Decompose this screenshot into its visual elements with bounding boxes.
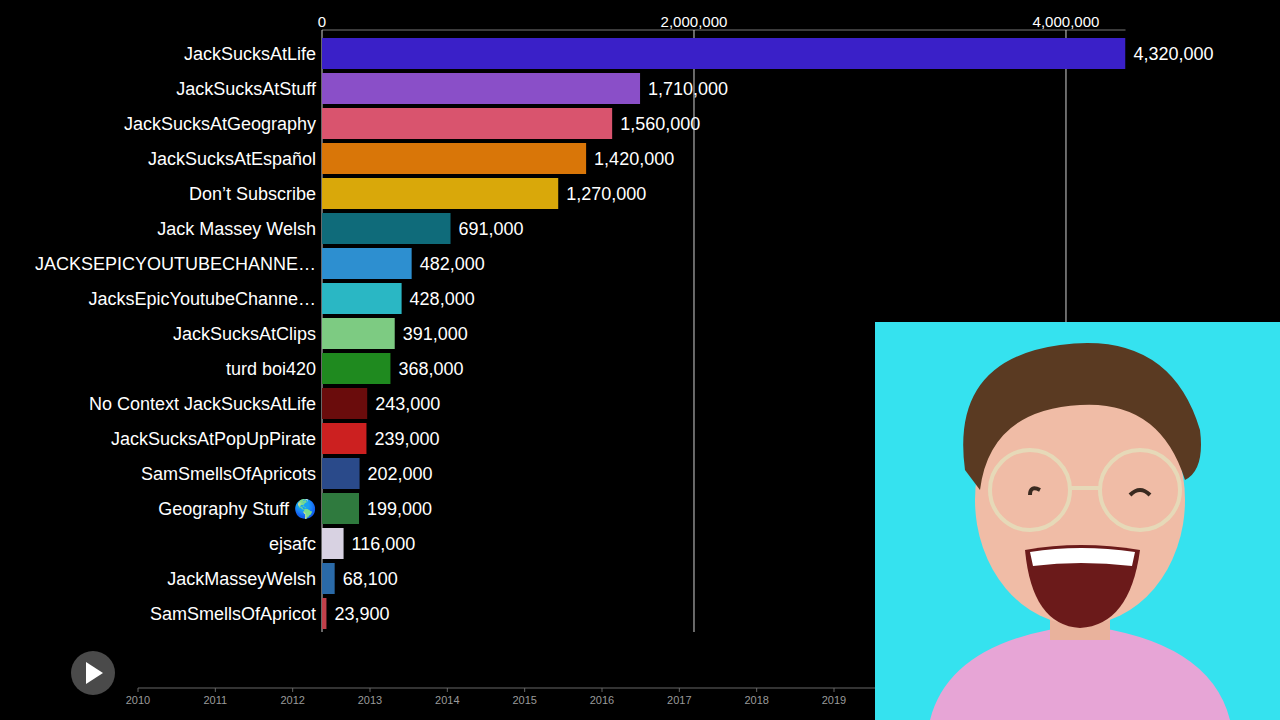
- timeline-label: 2015: [512, 694, 536, 706]
- data-label: 691,000: [459, 219, 524, 239]
- data-label: 428,000: [410, 289, 475, 309]
- data-label: 391,000: [403, 324, 468, 344]
- category-label: JackSucksAtLife: [184, 44, 316, 64]
- data-label: 239,000: [374, 429, 439, 449]
- bar: [322, 143, 586, 174]
- data-label: 202,000: [368, 464, 433, 484]
- background: [0, 0, 1280, 720]
- bar: [322, 38, 1126, 69]
- bar: [322, 353, 390, 384]
- data-label: 4,320,000: [1134, 44, 1214, 64]
- category-label: No Context JackSucksAtLife: [89, 394, 316, 414]
- timeline-label: 2019: [822, 694, 846, 706]
- category-label: JackMasseyWelsh: [167, 569, 316, 589]
- timeline-tick: [524, 688, 525, 692]
- bar: [322, 318, 395, 349]
- photo: [875, 322, 1280, 720]
- bar: [322, 598, 326, 629]
- eye-left: [1030, 488, 1040, 495]
- bar: [322, 213, 451, 244]
- bar: [322, 108, 612, 139]
- category-label: SamSmellsOfApricots: [141, 464, 316, 484]
- play-icon[interactable]: [86, 662, 103, 684]
- data-label: 1,270,000: [566, 184, 646, 204]
- category-label: Jack Massey Welsh: [157, 219, 316, 239]
- data-label: 368,000: [398, 359, 463, 379]
- timeline-tick: [756, 688, 757, 692]
- timeline-tick: [292, 688, 293, 692]
- glasses-left: [990, 450, 1070, 530]
- bar: [322, 178, 558, 209]
- play-button[interactable]: [71, 651, 115, 695]
- category-label: JACKSEPICYOUTUBECHANNE…: [35, 254, 316, 274]
- timeline-label: 2012: [280, 694, 304, 706]
- data-label: 482,000: [420, 254, 485, 274]
- tick-label: 0: [318, 13, 326, 30]
- glasses-right: [1100, 450, 1180, 530]
- mouth: [1025, 545, 1140, 628]
- timeline-label: 2018: [744, 694, 768, 706]
- eye-right: [1130, 490, 1150, 495]
- timeline-label: 2017: [667, 694, 691, 706]
- timeline-label: 2011: [204, 694, 228, 706]
- data-label: 199,000: [367, 499, 432, 519]
- timeline-tick: [447, 688, 448, 692]
- timeline-label: 2016: [590, 694, 614, 706]
- data-label: 1,560,000: [620, 114, 700, 134]
- tick-label: 4,000,000: [1033, 13, 1100, 30]
- bar: [322, 458, 360, 489]
- timeline-label: 2013: [358, 694, 382, 706]
- bar: [322, 73, 640, 104]
- category-label: JackSucksAtStuff: [176, 79, 317, 99]
- category-label: SamSmellsOfApricot: [150, 604, 316, 624]
- bar: [322, 248, 412, 279]
- bar: [322, 563, 335, 594]
- category-label: JackSucksAtPopUpPirate: [111, 429, 316, 449]
- data-label: 1,710,000: [648, 79, 728, 99]
- category-label: JackSucksAtEspañol: [148, 149, 316, 169]
- category-label: ejsafc: [269, 534, 316, 554]
- bar: [322, 528, 344, 559]
- bar: [322, 283, 402, 314]
- photo-background: [875, 322, 1280, 720]
- timeline-tick: [679, 688, 680, 692]
- glasses-bridge: [1070, 486, 1100, 490]
- category-label: Geography Stuff 🌎: [158, 498, 316, 519]
- timeline-label: 2014: [435, 694, 459, 706]
- category-label: JackSucksAtGeography: [124, 114, 316, 134]
- timeline-tick: [602, 688, 603, 692]
- data-label: 1,420,000: [594, 149, 674, 169]
- data-label: 243,000: [375, 394, 440, 414]
- category-label: JacksEpicYoutubeChanne…: [89, 289, 317, 309]
- play-button-circle[interactable]: [71, 651, 115, 695]
- category-label: JackSucksAtClips: [173, 324, 316, 344]
- tick-label: 2,000,000: [661, 13, 728, 30]
- timeline-tick: [370, 688, 371, 692]
- data-label: 23,900: [334, 604, 389, 624]
- timeline-tick: [215, 688, 216, 692]
- teeth: [1030, 548, 1135, 566]
- timeline-label: 2010: [126, 694, 150, 706]
- timeline-tick: [834, 688, 835, 692]
- category-label: Don’t Subscribe: [189, 184, 316, 204]
- bar: [322, 493, 359, 524]
- chart: 0 2,000,000 4,000,000 JackSucksAtLife JackSu…: [0, 0, 1280, 720]
- category-label: turd boi420: [226, 359, 316, 379]
- bar: [322, 423, 366, 454]
- data-label: 116,000: [352, 534, 416, 554]
- bar: [322, 388, 367, 419]
- data-label: 68,100: [343, 569, 398, 589]
- timeline-tick: [138, 688, 139, 692]
